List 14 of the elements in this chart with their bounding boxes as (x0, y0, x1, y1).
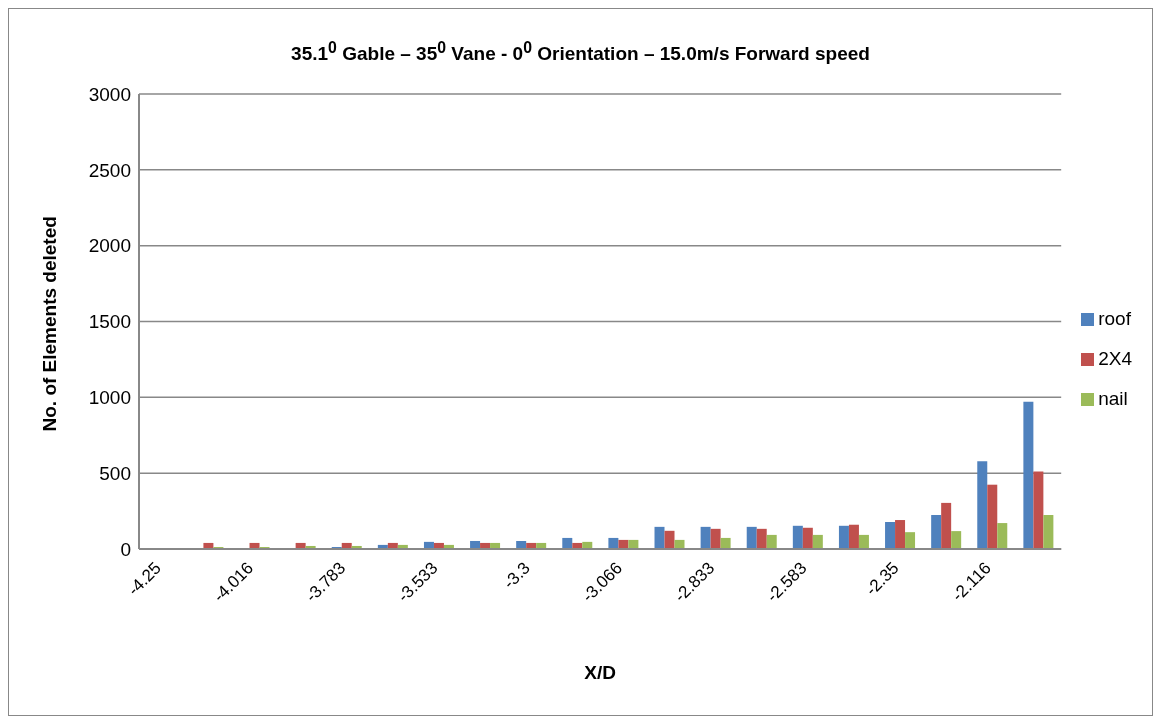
legend-label: nail (1098, 388, 1128, 409)
y-tick-label: 0 (120, 538, 131, 560)
y-axis-title: No. of Elements deleted (38, 216, 60, 432)
y-tick-label: 500 (99, 462, 131, 484)
y-tick-label: 2000 (88, 235, 131, 257)
y-tick-label: 1000 (88, 387, 131, 409)
chart-title: 35.1$^{0}$ Gable – 35$^{0}$ Vane - 0$^{0}$ Orientation – 15.0m/s Forward speed (290, 39, 871, 66)
legend-label: roof (1098, 308, 1131, 329)
x-axis-title: X/D (584, 662, 616, 683)
legend-label: 2X4 (1098, 348, 1132, 369)
y-tick-label: 2500 (88, 159, 131, 181)
x-tick-label: -3.3 (499, 558, 534, 593)
y-tick-label: 1500 (88, 311, 131, 333)
y-tick-label: 3000 (88, 83, 131, 105)
